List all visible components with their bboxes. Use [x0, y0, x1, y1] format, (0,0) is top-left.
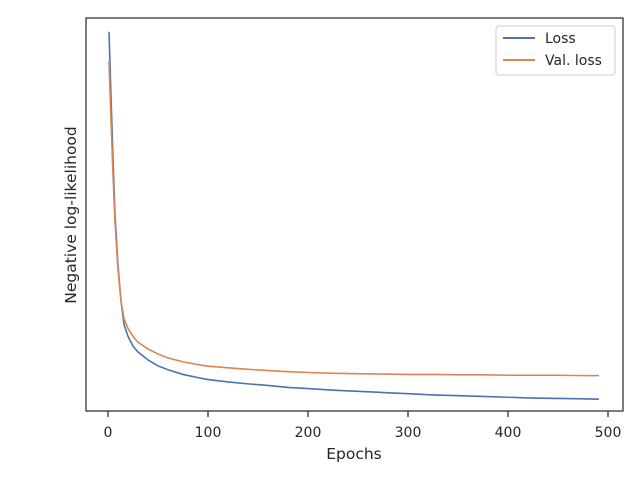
x-ticks: 0 100 200 300 400 500: [104, 411, 622, 441]
x-tick-label: 500: [595, 425, 622, 441]
plot-frame: [85, 17, 624, 412]
legend: Loss Val. loss: [495, 25, 616, 76]
x-tick-label: 300: [395, 425, 422, 441]
x-tick-label: 200: [295, 425, 322, 441]
series-layer: [108, 31, 600, 401]
x-tick-label: 400: [495, 425, 522, 441]
x-tick-label: 100: [195, 425, 222, 441]
legend-label-loss: Loss: [545, 31, 576, 47]
x-tick-label: 0: [104, 425, 113, 441]
y-axis-label: Negative log-likelihood: [62, 126, 80, 304]
plot-area: [86, 18, 623, 411]
series-line-val-loss: [108, 61, 599, 377]
legend-label-val-loss: Val. loss: [545, 53, 602, 69]
x-axis-label: Epochs: [326, 445, 382, 463]
